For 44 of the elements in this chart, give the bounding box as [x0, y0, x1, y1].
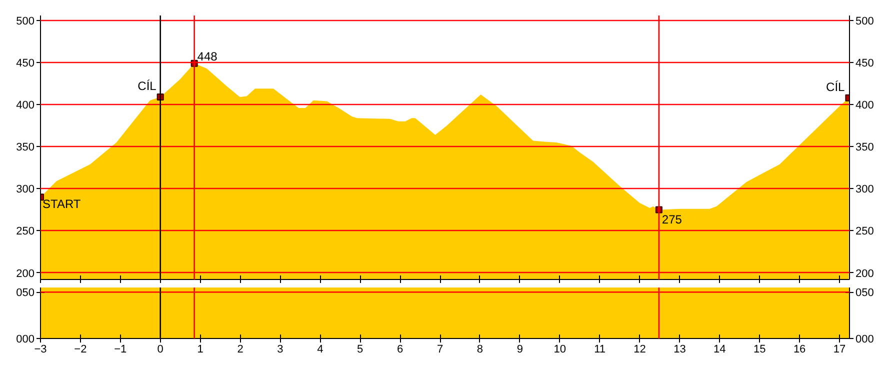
x-tick-label: 8	[476, 344, 484, 356]
annotation: CÍL	[138, 79, 157, 94]
y-tick-label: 250	[16, 226, 35, 238]
annotation: START	[42, 197, 82, 212]
y-tick-label: 450	[16, 58, 35, 70]
x-tick-label: 3	[277, 344, 284, 356]
annotation: 448	[197, 49, 218, 64]
y2-tick-label: 050	[856, 287, 874, 300]
x-tick-label: 4	[317, 344, 324, 356]
x-tick-label: 0	[157, 344, 164, 356]
x-tick-label: 13	[674, 344, 686, 356]
x-tick-label: 2	[237, 344, 244, 356]
x-tick-label: 16	[793, 344, 806, 356]
y2-tick-label: 400	[856, 100, 874, 112]
x-tick-label: 14	[714, 344, 726, 356]
x-tick-label: 11	[594, 344, 606, 356]
annotation: 275	[662, 212, 682, 227]
y-tick-label: 200	[16, 268, 35, 280]
y2-tick-label: 450	[856, 58, 874, 70]
x-tick-label: 6	[396, 344, 404, 356]
x-tick-label: −1	[114, 344, 127, 356]
y2-tick-label: 500	[856, 16, 874, 28]
annotation: CÍL	[826, 80, 846, 94]
y2-tick-label: 300	[856, 184, 874, 196]
y-tick-label: 300	[16, 184, 35, 196]
x-tick-label: 15	[753, 344, 766, 356]
y-tick-label: 350	[16, 142, 35, 154]
y2-tick-label: 250	[856, 226, 874, 238]
y2-tick-label: 000	[856, 334, 874, 346]
y-tick-label: 000	[16, 334, 35, 346]
x-tick-label: 5	[357, 344, 364, 356]
y-tick-label: 500	[16, 16, 35, 28]
x-tick-label: 10	[554, 344, 566, 356]
x-tick-label: 12	[634, 344, 646, 356]
x-tick-label: −3	[34, 344, 47, 356]
x-tick-label: 1	[197, 344, 204, 356]
x-tick-label: 9	[516, 344, 523, 356]
x-tick-label: 17	[833, 344, 846, 356]
y-tick-label: 050	[16, 287, 35, 300]
y2-tick-label: 350	[856, 142, 874, 154]
x-tick-label: −2	[74, 344, 87, 356]
x-tick-label: 7	[436, 344, 444, 356]
y2-tick-label: 200	[856, 268, 874, 280]
y-tick-label: 400	[16, 100, 35, 112]
